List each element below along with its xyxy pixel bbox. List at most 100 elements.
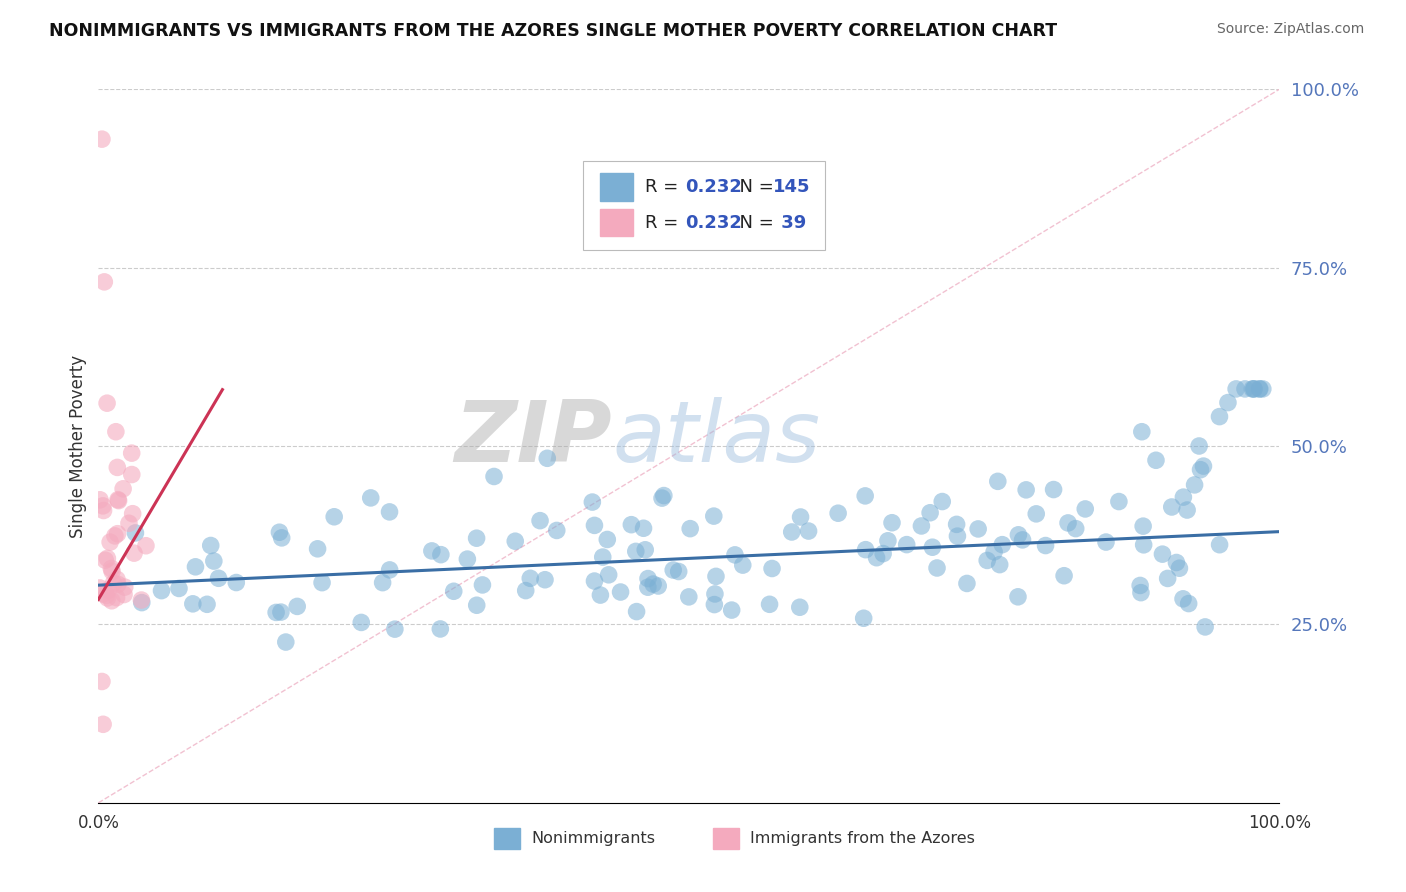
Point: [131, 593, 153, 607]
Point: [758, 597, 780, 611]
Text: Nonimmigrants: Nonimmigrants: [531, 831, 655, 846]
Point: [583, 518, 606, 533]
Point: [1233, 382, 1256, 396]
Text: ZIP: ZIP: [454, 397, 612, 481]
Point: [1053, 568, 1076, 582]
Text: Immigrants from the Azores: Immigrants from the Azores: [751, 831, 976, 846]
Point: [920, 506, 942, 520]
Point: [1189, 463, 1212, 477]
Point: [93, 503, 115, 517]
Text: 0.232: 0.232: [685, 214, 742, 232]
Point: [1129, 578, 1152, 592]
Point: [167, 582, 190, 596]
Point: [720, 603, 742, 617]
Point: [307, 541, 329, 556]
Point: [101, 564, 124, 578]
Point: [105, 460, 128, 475]
Point: [546, 524, 568, 538]
Point: [270, 531, 292, 545]
Text: R =: R =: [645, 214, 685, 232]
Bar: [494, 828, 520, 849]
Point: [184, 559, 207, 574]
Point: [1074, 502, 1097, 516]
Point: [264, 606, 287, 620]
Point: [285, 599, 308, 614]
Point: [668, 565, 690, 579]
Point: [96, 588, 118, 602]
Point: [122, 546, 145, 560]
Point: [1025, 507, 1047, 521]
Point: [1035, 539, 1057, 553]
Point: [634, 542, 657, 557]
Point: [124, 525, 146, 540]
Point: [789, 600, 811, 615]
Point: [1188, 439, 1211, 453]
Point: [323, 509, 346, 524]
Point: [104, 425, 127, 439]
Point: [620, 517, 643, 532]
Text: 39: 39: [775, 214, 807, 232]
Point: [225, 575, 247, 590]
Point: [503, 534, 526, 549]
Point: [967, 522, 990, 536]
Point: [596, 533, 619, 547]
Point: [1243, 382, 1265, 396]
Point: [633, 521, 655, 535]
Point: [581, 495, 603, 509]
Point: [703, 509, 725, 524]
Point: [97, 583, 120, 598]
Point: [93, 275, 115, 289]
Point: [107, 577, 129, 591]
Point: [202, 554, 225, 568]
Point: [910, 519, 932, 533]
Point: [1064, 522, 1087, 536]
Point: [853, 489, 876, 503]
Point: [827, 506, 849, 520]
Point: [96, 551, 118, 566]
Point: [1011, 533, 1033, 547]
Point: [135, 539, 157, 553]
Point: [1177, 597, 1199, 611]
Text: N =: N =: [728, 178, 779, 196]
Point: [598, 567, 620, 582]
Point: [1057, 516, 1080, 530]
Point: [270, 605, 292, 619]
Point: [872, 547, 894, 561]
Point: [1192, 459, 1215, 474]
Bar: [600, 173, 634, 201]
Point: [1156, 571, 1178, 585]
Point: [647, 579, 669, 593]
Point: [945, 517, 967, 532]
Point: [150, 583, 173, 598]
Point: [1251, 382, 1274, 396]
Point: [529, 514, 551, 528]
Point: [536, 451, 558, 466]
Point: [761, 561, 783, 575]
Point: [274, 635, 297, 649]
Point: [1042, 483, 1064, 497]
Point: [797, 524, 820, 538]
Point: [519, 571, 541, 585]
Text: N =: N =: [728, 214, 779, 232]
Point: [118, 516, 141, 531]
Point: [384, 622, 406, 636]
Point: [430, 548, 453, 562]
Point: [91, 674, 114, 689]
Point: [107, 493, 129, 508]
Point: [956, 576, 979, 591]
Point: [976, 553, 998, 567]
Point: [91, 717, 114, 731]
Point: [1184, 478, 1206, 492]
Point: [371, 575, 394, 590]
Point: [946, 529, 969, 543]
Point: [931, 494, 953, 508]
Point: [131, 596, 153, 610]
Point: [1007, 528, 1029, 542]
Point: [112, 482, 135, 496]
Point: [652, 489, 675, 503]
Point: [107, 526, 129, 541]
Point: [703, 598, 725, 612]
Point: [1144, 453, 1167, 467]
Point: [583, 574, 606, 588]
Text: Source: ZipAtlas.com: Source: ZipAtlas.com: [1216, 22, 1364, 37]
